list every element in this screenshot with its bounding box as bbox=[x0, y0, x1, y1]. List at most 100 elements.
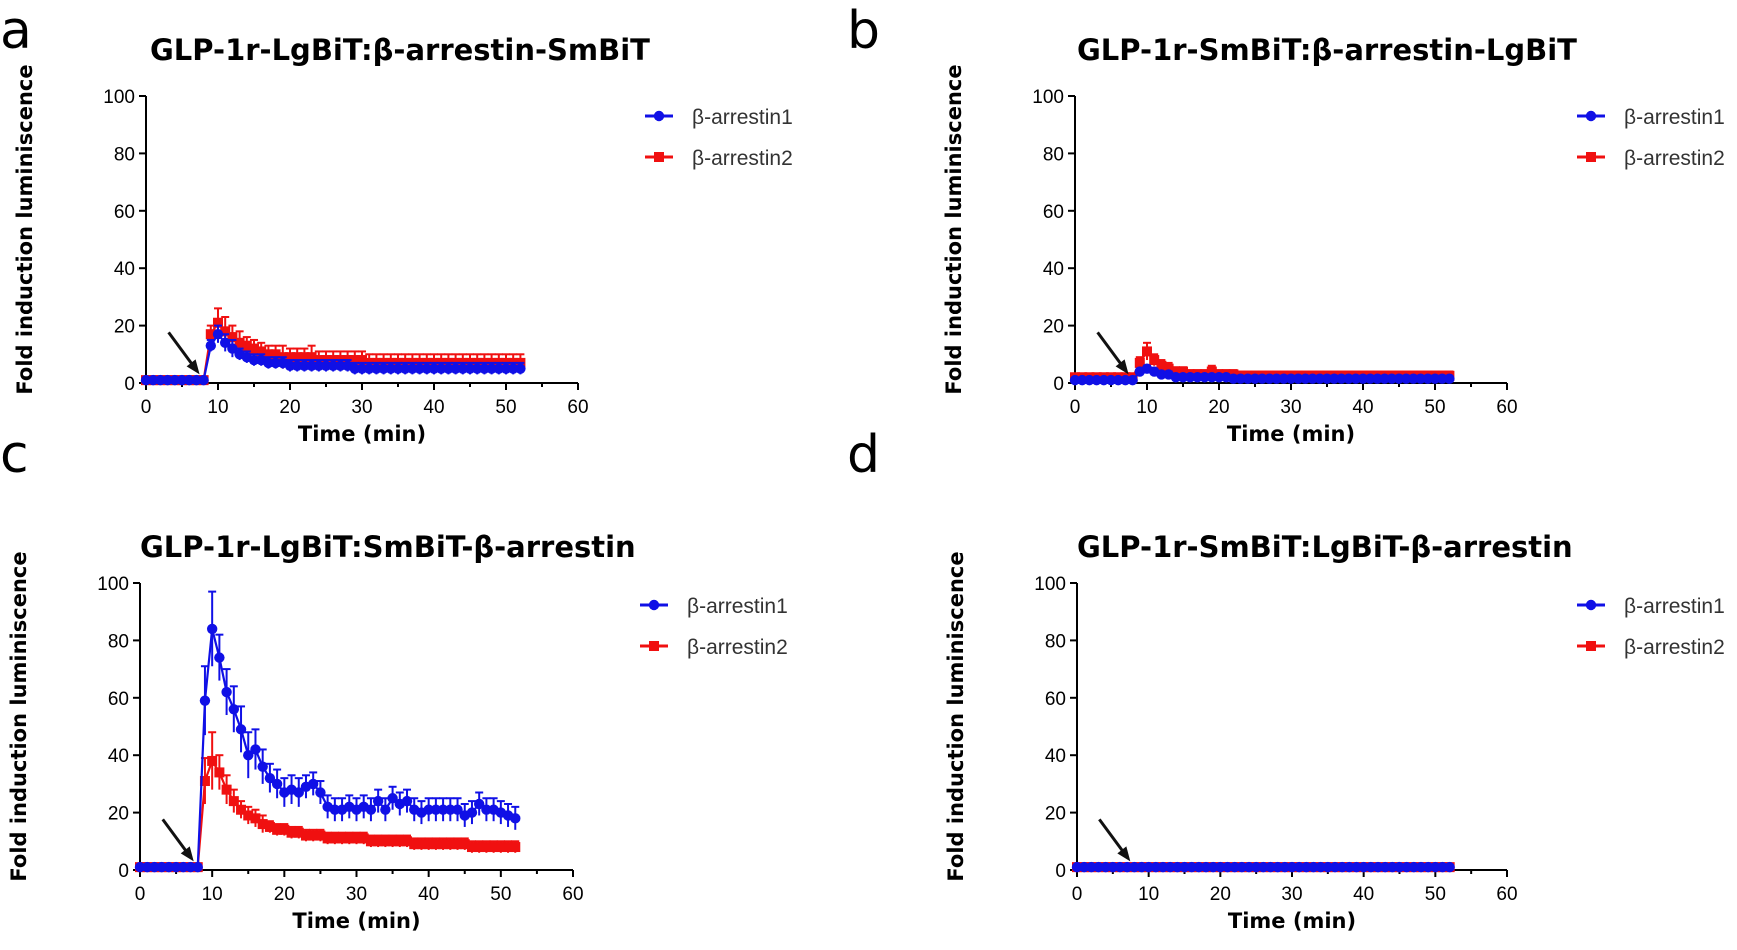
data-point bbox=[1329, 373, 1340, 384]
data-point bbox=[236, 804, 247, 815]
data-point bbox=[205, 329, 216, 340]
x-tick-label: 20 bbox=[274, 884, 295, 905]
panel-c: c GLP-1r-LgBiT:SmBiT-β-arrestin 0 20 40 60 80 1… bbox=[0, 425, 788, 933]
data-point bbox=[270, 357, 281, 369]
panel-letter: c bbox=[0, 425, 29, 485]
data-point bbox=[1143, 861, 1154, 873]
data-point bbox=[241, 340, 252, 351]
data-point bbox=[436, 363, 447, 374]
y-tick-label: 40 bbox=[1043, 259, 1064, 280]
data-point bbox=[292, 360, 303, 371]
data-point bbox=[270, 349, 281, 360]
data-point bbox=[452, 839, 463, 850]
data-point bbox=[1242, 373, 1254, 384]
data-point bbox=[228, 796, 239, 807]
data-point bbox=[140, 374, 152, 386]
panel-title: GLP-1r-LgBiT:SmBiT-β-arrestin bbox=[140, 530, 636, 564]
data-point bbox=[387, 793, 398, 804]
data-point bbox=[488, 842, 499, 853]
data-point bbox=[1086, 861, 1097, 873]
data-point bbox=[1192, 372, 1203, 383]
y-axis-label: Fold induction luminiscence bbox=[13, 64, 37, 394]
data-point bbox=[329, 833, 340, 844]
x-tick-label: 0 bbox=[135, 884, 146, 905]
data-point bbox=[364, 363, 375, 374]
data-point bbox=[243, 750, 254, 761]
data-point bbox=[155, 374, 166, 386]
x-tick-label: 40 bbox=[418, 884, 439, 905]
series-1 bbox=[1071, 861, 1455, 873]
data-point bbox=[1250, 861, 1262, 873]
data-point bbox=[308, 830, 319, 841]
arrow-head bbox=[186, 359, 200, 375]
arrow-head bbox=[1115, 359, 1129, 375]
y-axis-label: Fold induction luminiscence bbox=[944, 551, 968, 881]
legend-label: β-arrestin2 bbox=[1624, 147, 1725, 170]
data-point bbox=[1164, 861, 1176, 873]
data-point bbox=[1170, 372, 1182, 383]
data-point bbox=[1265, 861, 1276, 873]
data-point bbox=[1222, 861, 1233, 873]
data-point bbox=[1091, 374, 1102, 386]
legend-label: β-arrestin2 bbox=[692, 147, 793, 170]
data-point bbox=[392, 363, 404, 374]
arrow-head bbox=[1117, 846, 1131, 862]
legend-label: β-arrestin1 bbox=[687, 595, 788, 618]
data-point bbox=[263, 349, 274, 360]
data-point bbox=[371, 363, 382, 374]
data-point bbox=[1163, 363, 1174, 374]
y-tick-label: 100 bbox=[97, 574, 129, 595]
y-tick-label: 60 bbox=[108, 689, 129, 710]
data-point bbox=[378, 363, 389, 374]
data-point bbox=[320, 360, 332, 371]
legend-label: β-arrestin2 bbox=[687, 636, 788, 659]
y-tick-label: 60 bbox=[1045, 689, 1066, 710]
y-tick-label: 80 bbox=[108, 631, 129, 652]
data-point bbox=[1386, 373, 1398, 384]
data-point bbox=[1178, 366, 1188, 377]
data-point bbox=[357, 355, 367, 366]
data-point bbox=[214, 652, 225, 663]
data-point bbox=[257, 819, 268, 830]
x-axis-label: Time (min) bbox=[298, 422, 426, 446]
data-point bbox=[250, 813, 261, 824]
y-tick-label: 80 bbox=[1045, 631, 1066, 652]
legend-marker bbox=[654, 152, 664, 162]
data-point bbox=[1257, 373, 1268, 384]
data-point bbox=[380, 836, 391, 847]
series-1 bbox=[1069, 363, 1455, 386]
data-point bbox=[1271, 373, 1282, 384]
data-point bbox=[1429, 373, 1441, 384]
data-point bbox=[421, 363, 432, 374]
data-point bbox=[445, 839, 456, 850]
data-point bbox=[306, 360, 317, 371]
data-point bbox=[328, 360, 339, 371]
data-point bbox=[1084, 374, 1095, 386]
data-point bbox=[1307, 373, 1318, 384]
data-point bbox=[356, 363, 368, 374]
data-point bbox=[503, 842, 514, 853]
data-point bbox=[1127, 374, 1138, 386]
data-point bbox=[349, 355, 360, 366]
data-point bbox=[1149, 355, 1160, 366]
data-point bbox=[1243, 861, 1255, 873]
data-point bbox=[450, 363, 461, 374]
data-point bbox=[1365, 373, 1376, 384]
panel-title: GLP-1r-SmBiT:LgBiT-β-arrestin bbox=[1077, 530, 1573, 564]
data-point bbox=[445, 804, 456, 815]
data-point bbox=[335, 360, 346, 371]
data-point bbox=[199, 776, 210, 787]
data-point bbox=[263, 357, 274, 369]
data-point bbox=[1228, 373, 1239, 384]
legend-item-2: β-arrestin2 bbox=[645, 147, 793, 170]
legend-item-1: β-arrestin1 bbox=[1577, 106, 1725, 129]
legend-marker bbox=[649, 641, 659, 651]
data-point bbox=[1357, 373, 1369, 384]
data-point bbox=[479, 363, 490, 374]
data-point bbox=[1215, 861, 1226, 873]
data-point bbox=[1315, 861, 1326, 873]
data-point bbox=[1113, 374, 1124, 386]
data-point bbox=[402, 836, 413, 847]
data-point bbox=[162, 374, 173, 386]
data-point bbox=[1278, 373, 1290, 384]
